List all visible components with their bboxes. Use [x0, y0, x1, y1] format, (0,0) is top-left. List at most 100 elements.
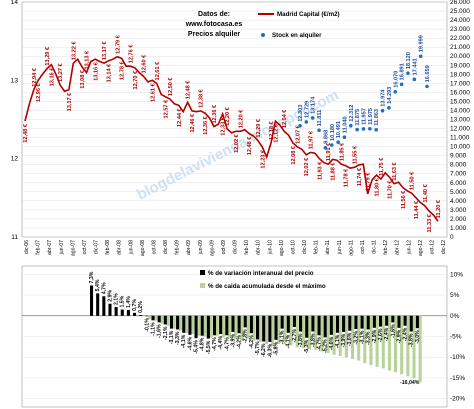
stock-data-label: 11.811	[317, 110, 323, 127]
yoy-bar	[348, 315, 352, 331]
price-data-label: 12,23 €	[260, 149, 266, 169]
cumulative-bar	[301, 315, 305, 349]
price-data-label: 12,20 €	[238, 109, 244, 129]
bar-data-label: -3,8%	[310, 333, 316, 347]
stock-point	[387, 106, 391, 110]
cumulative-bar	[289, 315, 293, 346]
bar-data-label: 5,4%	[95, 279, 101, 291]
cumulative-bar	[197, 315, 201, 336]
cumulative-bar	[148, 315, 152, 320]
right-tick-label: 22.000	[450, 35, 470, 42]
right-tick-label: 23.000	[450, 26, 470, 33]
x-tick-label: abr-09	[186, 240, 192, 255]
right-tick-label: 12.000	[450, 126, 470, 133]
bar-data-label: -3,2%	[353, 331, 359, 345]
bar-data-label: -4,1%	[286, 334, 292, 348]
right-tick-label: 2.000	[450, 216, 467, 223]
x-tick-label: feb-07	[36, 240, 42, 255]
bar-data-label: 2,9%	[107, 290, 113, 302]
x-tick-label: jun-12	[406, 240, 412, 256]
bar-data-label: -2,9%	[372, 329, 378, 343]
x-axis-ticks: dic-06 feb-07 abr-07 jun-07 ago-07 oct-07 dic-…	[24, 240, 447, 256]
yoy-bar	[120, 309, 124, 316]
x-tick-label: dic-07	[94, 240, 100, 254]
cumulative-bar	[271, 315, 275, 347]
bar-data-label: -3,3%	[175, 331, 181, 345]
bar-data-label: -1,6%	[390, 324, 396, 338]
yoy-bar	[397, 315, 401, 328]
bar-data-label: -5,2%	[323, 339, 329, 353]
cumulative-bar	[154, 315, 158, 321]
price-data-label: 12,48 €	[247, 136, 253, 156]
x-tick-label: oct-11	[360, 240, 366, 254]
yoy-bar	[157, 315, 161, 323]
legend-stock-label: Stock en alquiler	[272, 32, 322, 39]
yoy-bar	[360, 315, 364, 329]
right-tick-label: 7.000	[450, 171, 467, 178]
yoy-bar	[108, 303, 112, 316]
left-tick-label: 13	[11, 77, 19, 84]
price-data-label: 13,16 €	[49, 67, 55, 87]
x-tick-label: jun-11	[337, 240, 343, 255]
bar-data-label: -2,6%	[378, 328, 384, 342]
cumulative-bar	[203, 315, 207, 337]
price-data-label: 13,13 €	[85, 50, 91, 70]
bar-data-label: -4,6%	[329, 336, 335, 350]
price-data-label: 12,76 €	[128, 44, 134, 64]
stock-point	[368, 126, 372, 131]
yoy-bar	[126, 309, 130, 316]
stock-point	[323, 146, 328, 150]
stock-point	[317, 128, 321, 133]
price-data-label: 12,08 €	[291, 145, 297, 165]
price-data-label: 11,70 €	[388, 180, 394, 199]
bar-data-label: -3,3%	[366, 331, 372, 345]
x-tick-label: feb-09	[175, 240, 181, 255]
yoy-bar	[176, 315, 180, 330]
cumulative-bar	[160, 315, 164, 324]
price-data-label: 13,17 €	[67, 92, 73, 112]
yoy-bar	[292, 315, 296, 327]
cumulative-bar	[184, 315, 189, 334]
yoy-bar	[409, 315, 413, 332]
stock-point	[298, 123, 302, 128]
right-tick-label: 18.000	[450, 71, 470, 78]
price-data-label: 11,20 €	[436, 199, 442, 218]
yoy-bar	[151, 315, 155, 321]
cumulative-bar	[264, 315, 268, 344]
right-tick-label: 1.000	[450, 225, 467, 232]
x-tick-label: jun-08	[128, 240, 134, 256]
stock-data-label: 11.957	[362, 108, 368, 125]
right-tick-label: 11.000	[450, 135, 470, 142]
bar-data-label: -0,1%	[144, 318, 150, 332]
yoy-bar	[243, 315, 247, 328]
stock-point	[425, 84, 429, 89]
cumulative-bar	[400, 315, 404, 375]
bar-data-label: -2,9%	[396, 329, 402, 343]
left-tick-label: 11	[11, 234, 18, 241]
cumulative-bar	[191, 315, 195, 335]
price-data-label: 12,96 €	[36, 82, 42, 102]
bar-data-label: 4,7%	[101, 282, 107, 294]
bar-data-label: -2,4%	[384, 327, 390, 341]
price-data-label: 11,74 €	[357, 167, 363, 186]
yoy-bar	[102, 296, 106, 316]
price-data-label: 12,36 €	[203, 115, 209, 135]
yoy-bar	[96, 293, 100, 316]
cumulative-bar	[412, 315, 416, 379]
price-data-label: 13,08 €	[80, 69, 86, 89]
bar-data-label: 2,1%	[114, 293, 120, 305]
right-tick-label: 5.000	[450, 189, 467, 196]
price-data-label: 13,17 €	[102, 41, 108, 61]
price-data-label: 12,61 €	[150, 82, 156, 102]
yoy-bar	[145, 315, 149, 317]
stock-point	[336, 140, 340, 144]
yoy-bar	[169, 315, 173, 329]
x-tick-label: abr-10	[256, 240, 262, 255]
price-data-label: 12,94 €	[32, 67, 38, 87]
bar-data-label: -4,7%	[224, 337, 230, 351]
price-data-label: 12,48 €	[23, 123, 29, 143]
bar-data-label: 7,3%	[89, 271, 95, 283]
x-tick-label: ago-10	[279, 240, 285, 256]
x-tick-label: ago-09	[209, 240, 215, 256]
